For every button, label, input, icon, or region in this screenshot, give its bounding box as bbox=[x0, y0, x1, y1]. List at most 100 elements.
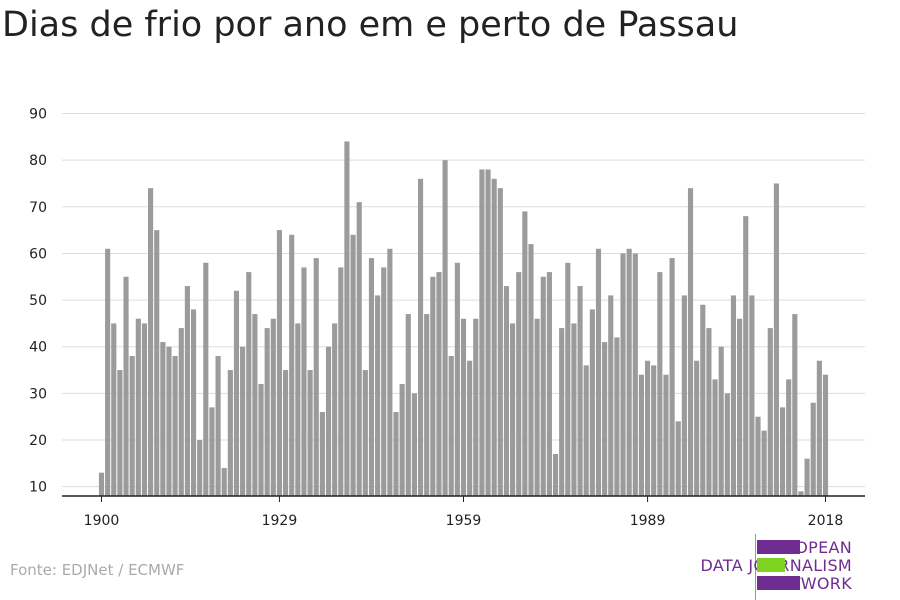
bar bbox=[393, 412, 399, 496]
bar bbox=[645, 360, 651, 496]
bar bbox=[350, 234, 356, 496]
bar bbox=[479, 169, 485, 496]
bar bbox=[325, 346, 332, 496]
bar bbox=[718, 346, 724, 496]
bar bbox=[442, 160, 448, 496]
bar bbox=[258, 384, 264, 496]
bar bbox=[381, 267, 387, 496]
bar bbox=[694, 360, 700, 496]
y-tick-label: 40 bbox=[29, 340, 47, 356]
bar bbox=[375, 295, 381, 496]
bar bbox=[651, 365, 657, 496]
bar bbox=[473, 318, 479, 496]
bar bbox=[203, 262, 209, 496]
bar bbox=[227, 370, 233, 496]
source-note: Fonte: EDJNet / ECMWF bbox=[10, 561, 185, 579]
bar bbox=[129, 356, 135, 496]
bar bbox=[503, 286, 510, 496]
bar bbox=[620, 253, 626, 496]
bar bbox=[614, 337, 620, 496]
edjnet-logo: EUROPEAN DATA JOURNALISM NETWORK bbox=[680, 534, 900, 600]
bar bbox=[184, 286, 190, 496]
bar bbox=[98, 472, 105, 496]
bar bbox=[822, 374, 829, 496]
y-axis-tick-labels: 10 20 30 40 50 60 70 80 90 bbox=[29, 107, 47, 496]
y-tick-label: 50 bbox=[29, 293, 47, 309]
bar bbox=[687, 188, 694, 496]
bar bbox=[240, 346, 246, 496]
bar bbox=[761, 430, 767, 496]
y-tick-label: 20 bbox=[29, 433, 47, 449]
bar bbox=[632, 253, 638, 496]
bar bbox=[215, 356, 221, 496]
bar bbox=[516, 272, 522, 496]
bar bbox=[460, 318, 467, 496]
bar bbox=[675, 421, 681, 496]
bar bbox=[730, 295, 737, 496]
bars bbox=[98, 141, 829, 497]
bar bbox=[522, 211, 528, 496]
bar bbox=[510, 323, 516, 496]
bar bbox=[117, 370, 123, 496]
logo-bar-green bbox=[757, 558, 785, 572]
bar bbox=[724, 393, 730, 496]
bar bbox=[160, 342, 166, 496]
bar bbox=[417, 178, 424, 496]
bar bbox=[755, 416, 761, 496]
bar bbox=[399, 384, 405, 496]
bar bbox=[221, 468, 227, 496]
bar bbox=[141, 323, 148, 496]
bar bbox=[773, 183, 779, 496]
bar bbox=[424, 314, 430, 496]
bar bbox=[565, 262, 571, 496]
bar bbox=[737, 318, 743, 496]
bar bbox=[436, 272, 442, 496]
bar bbox=[589, 309, 595, 496]
x-tick-label: 2018 bbox=[808, 513, 844, 529]
bar bbox=[209, 407, 215, 496]
bar bbox=[608, 295, 614, 496]
bar bbox=[626, 248, 632, 496]
x-tick-label: 1929 bbox=[262, 513, 298, 529]
bar bbox=[810, 402, 816, 496]
y-tick-label: 80 bbox=[29, 153, 47, 169]
bar bbox=[816, 360, 822, 496]
bar bbox=[332, 323, 338, 496]
bar bbox=[528, 244, 534, 496]
bar bbox=[246, 272, 252, 496]
bar bbox=[135, 318, 141, 496]
bar bbox=[283, 370, 289, 496]
y-tick-label: 70 bbox=[29, 200, 47, 216]
bar bbox=[485, 169, 491, 496]
bar bbox=[356, 202, 362, 496]
bar bbox=[405, 314, 411, 496]
bar bbox=[387, 248, 393, 496]
bar bbox=[546, 272, 552, 496]
bar bbox=[602, 342, 608, 496]
bar bbox=[430, 276, 436, 496]
chart-title: Dias de frio por ano em e perto de Passa… bbox=[2, 5, 739, 45]
bar bbox=[798, 491, 804, 496]
bar bbox=[190, 309, 197, 496]
bar bbox=[448, 356, 454, 496]
bar bbox=[172, 356, 178, 496]
bar bbox=[411, 393, 417, 496]
bar bbox=[454, 262, 460, 496]
bar bbox=[252, 314, 258, 496]
logo-bar-purple-top bbox=[757, 540, 800, 554]
bar bbox=[681, 295, 687, 496]
bar bbox=[663, 374, 669, 496]
bar bbox=[123, 276, 129, 496]
y-tick-label: 30 bbox=[29, 386, 47, 402]
bar bbox=[368, 258, 375, 496]
bar bbox=[669, 258, 675, 496]
bar bbox=[786, 379, 792, 496]
bar bbox=[467, 360, 473, 496]
bar bbox=[552, 454, 559, 496]
bar bbox=[749, 295, 755, 496]
logo-divider bbox=[755, 534, 756, 600]
bar bbox=[301, 267, 307, 496]
bar bbox=[700, 304, 706, 496]
bar bbox=[264, 328, 270, 496]
